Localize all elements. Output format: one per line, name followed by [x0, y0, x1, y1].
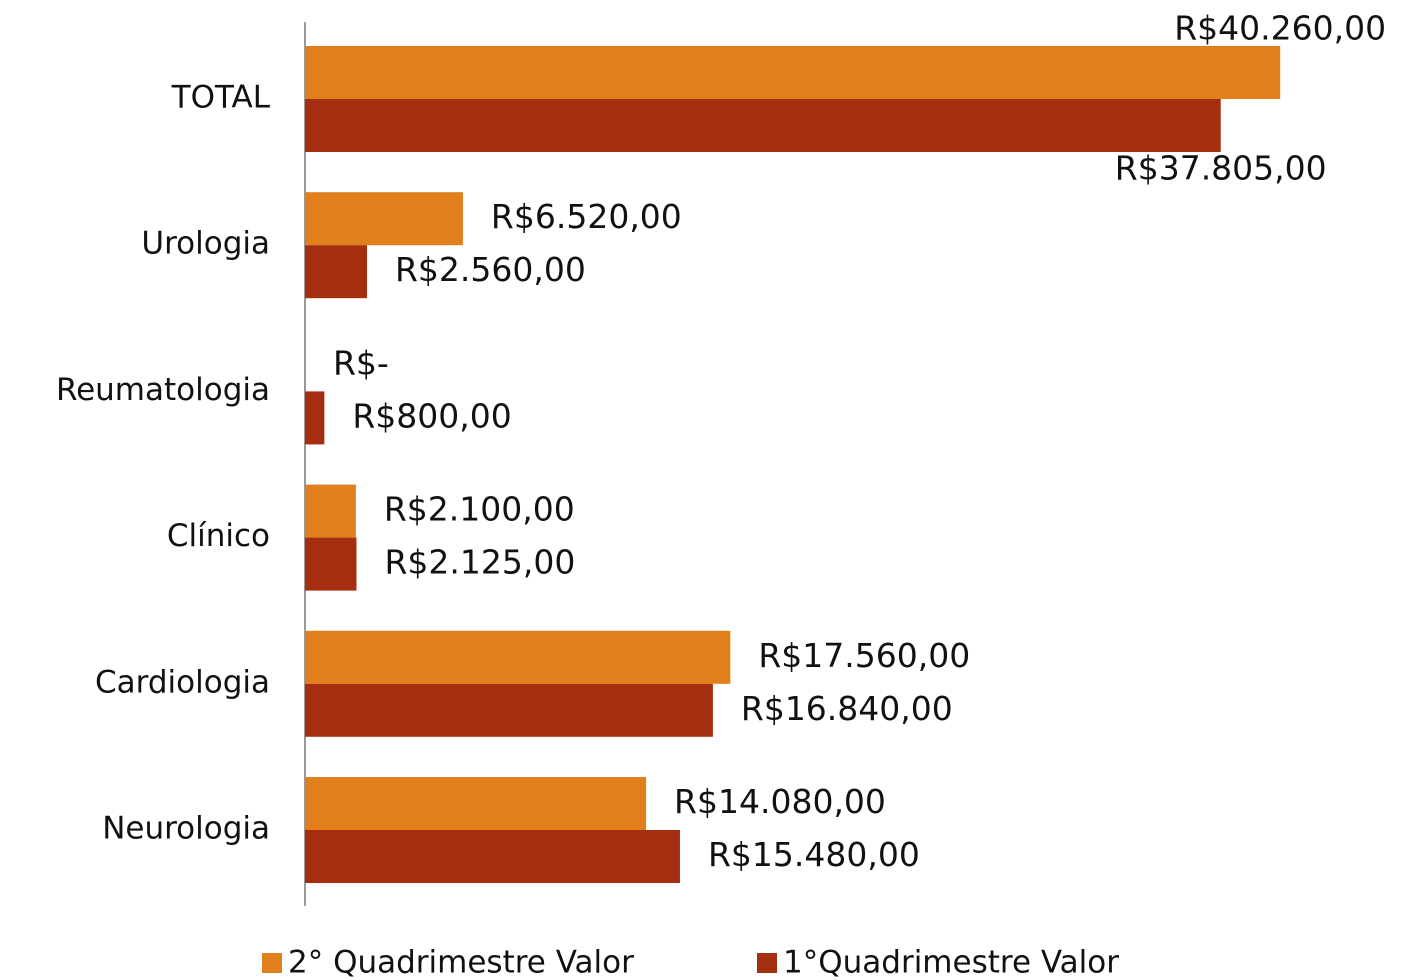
bar: [305, 99, 1221, 152]
category-label: TOTAL: [171, 80, 271, 116]
data-label: R$15.480,00: [708, 835, 920, 874]
category-label: Neurologia: [102, 811, 270, 847]
category-label: Reumatologia: [56, 372, 270, 408]
bar: [305, 683, 713, 737]
bar: [305, 245, 368, 299]
data-label: R$2.125,00: [384, 543, 575, 582]
legend-label: 2° Quadrimestre Valor: [288, 945, 634, 980]
data-label: R$2.560,00: [395, 250, 586, 289]
category-label: Clínico: [167, 518, 270, 554]
bar: [305, 830, 680, 883]
bar: [305, 391, 325, 445]
data-label: R$37.805,00: [1115, 149, 1327, 188]
data-label: R$-: [333, 343, 389, 382]
data-label: R$2.100,00: [384, 490, 575, 529]
data-label: R$40.260,00: [1174, 9, 1386, 48]
bar: [305, 192, 463, 246]
legend-label: 1°Quadrimestre Valor: [783, 945, 1119, 980]
legend-swatch: [757, 953, 777, 973]
bar: [305, 537, 357, 591]
data-label: R$14.080,00: [674, 782, 886, 821]
data-label: R$17.560,00: [758, 636, 970, 675]
bar: [305, 484, 356, 538]
data-label: R$6.520,00: [491, 197, 682, 236]
data-label: R$800,00: [352, 396, 511, 435]
data-label: R$16.840,00: [741, 689, 953, 728]
bar: [305, 777, 647, 830]
bar: [305, 46, 1281, 99]
bar: [305, 630, 731, 684]
category-label: Cardiologia: [95, 664, 270, 700]
category-label: Urologia: [141, 226, 270, 262]
legend-swatch: [262, 953, 282, 973]
